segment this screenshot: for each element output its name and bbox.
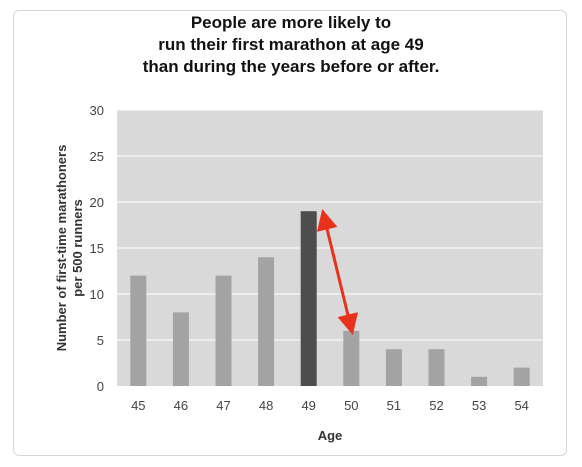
y-tick-label: 0	[97, 379, 104, 394]
x-axis-ticks: 45 46 47 48 49 50 51 52 53 54	[131, 398, 529, 413]
bar-age-46	[172, 312, 189, 386]
y-tick-label: 10	[90, 287, 104, 302]
chart-title-line-2: run their first marathon at age 49	[158, 35, 424, 54]
y-tick-label: 5	[97, 333, 104, 348]
bar-age-53	[471, 376, 488, 386]
bars	[130, 211, 530, 386]
bar-age-52	[428, 349, 445, 386]
x-tick-label: 49	[301, 398, 315, 413]
x-tick-label: 50	[344, 398, 358, 413]
x-tick-label: 52	[429, 398, 443, 413]
annotation-arrow	[316, 208, 359, 336]
x-tick-label: 46	[174, 398, 188, 413]
x-tick-label: 51	[387, 398, 401, 413]
bar-age-49	[300, 211, 317, 386]
x-axis-label: Age	[318, 428, 343, 443]
bar-age-54	[513, 367, 530, 386]
y-axis-label: Number of first-time marathoners per 500…	[54, 145, 85, 352]
x-tick-label: 47	[216, 398, 230, 413]
bar-age-47	[215, 275, 232, 386]
y-tick-label: 25	[90, 149, 104, 164]
bar-age-45	[130, 275, 147, 386]
y-tick-label: 30	[90, 103, 104, 118]
x-tick-label: 53	[472, 398, 486, 413]
y-tick-label: 15	[90, 241, 104, 256]
chart-title-line-1: People are more likely to	[190, 13, 392, 32]
y-axis-label-line-2: per 500 runners	[70, 199, 85, 297]
y-axis-label-line-1: Number of first-time marathoners	[54, 145, 69, 352]
bar-age-51	[385, 349, 402, 386]
y-axis-ticks: 0 5 10 15 20 25 30	[90, 103, 104, 394]
x-tick-label: 54	[514, 398, 528, 413]
x-tick-label: 45	[131, 398, 145, 413]
bar-age-48	[258, 257, 275, 386]
chart-title: People are more likely to run their firs…	[0, 12, 582, 78]
chart-title-line-3: than during the years before or after.	[142, 57, 440, 76]
y-tick-label: 20	[90, 195, 104, 210]
bar-age-50	[343, 330, 360, 386]
x-tick-label: 48	[259, 398, 273, 413]
